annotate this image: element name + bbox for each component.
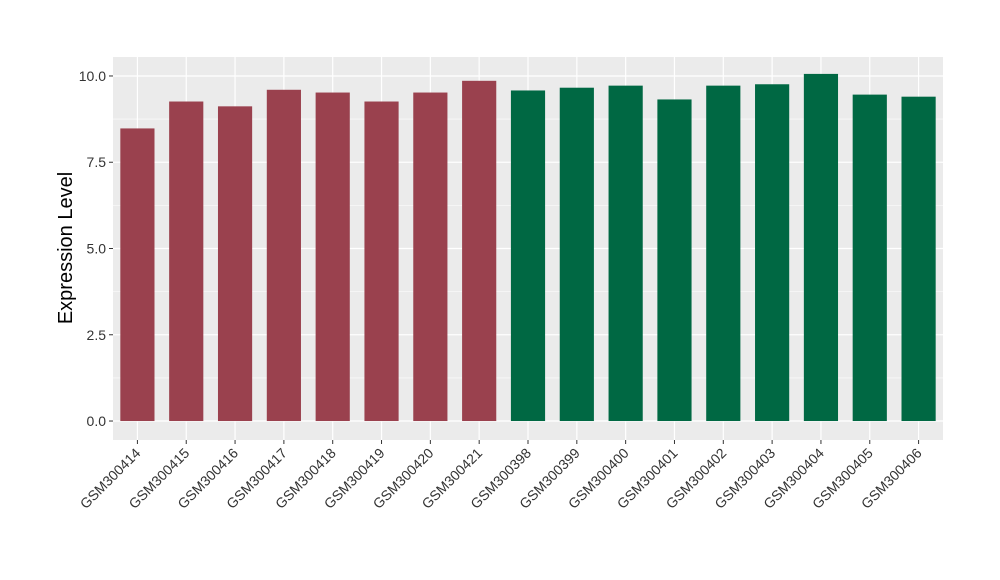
bar-gsm300399 bbox=[559, 87, 594, 422]
bar-gsm300414 bbox=[120, 128, 155, 422]
bar-gsm300419 bbox=[364, 101, 399, 422]
y-tick-label: 2.5 bbox=[87, 327, 107, 343]
y-tick-label: 5.0 bbox=[87, 241, 107, 257]
bar-gsm300415 bbox=[169, 101, 204, 422]
bar-gsm300400 bbox=[608, 85, 643, 422]
bar-gsm300420 bbox=[413, 92, 448, 422]
y-tick-label: 0.0 bbox=[87, 413, 107, 429]
bar-gsm300404 bbox=[803, 73, 839, 422]
bar-gsm300406 bbox=[901, 96, 936, 422]
x-axis: GSM300414GSM300415GSM300416GSM300417GSM3… bbox=[77, 440, 925, 512]
bar-gsm300403 bbox=[755, 84, 790, 422]
bar-gsm300405 bbox=[852, 94, 887, 422]
y-axis-label: Expression Level bbox=[55, 172, 77, 324]
bar-gsm300417 bbox=[266, 89, 301, 422]
y-tick-label: 10.0 bbox=[79, 68, 106, 84]
bar-gsm300398 bbox=[510, 90, 546, 422]
bars bbox=[120, 73, 936, 422]
y-axis: 0.0 2.5 5.0 7.5 10.0 bbox=[79, 68, 113, 429]
bar-gsm300401 bbox=[657, 99, 692, 422]
bar-gsm300416 bbox=[217, 106, 253, 422]
bar-gsm300402 bbox=[706, 85, 741, 422]
bar-gsm300418 bbox=[315, 92, 350, 422]
y-tick-label: 7.5 bbox=[87, 154, 107, 170]
bar-gsm300421 bbox=[462, 80, 497, 422]
